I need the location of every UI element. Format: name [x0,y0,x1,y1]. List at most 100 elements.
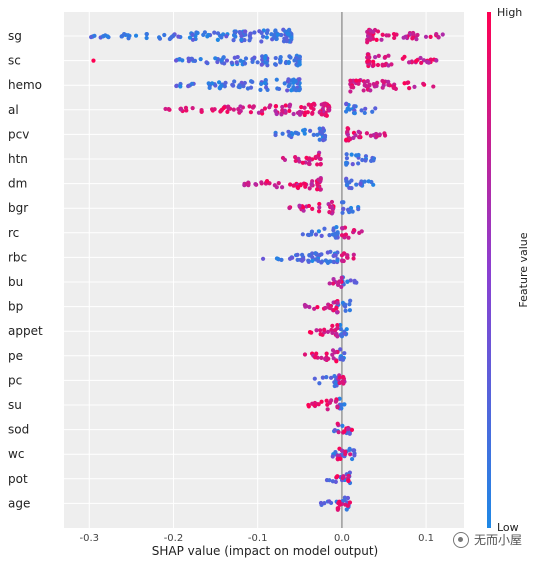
data-point-sc [421,58,426,63]
data-point-hemo [348,78,353,83]
data-point-sg [224,34,229,39]
data-point-pcv [374,134,379,139]
data-point-sod [335,421,340,426]
data-point-appet [322,327,327,332]
data-point-hemo [431,84,436,89]
data-point-sc [213,56,218,61]
data-point-rbc [313,257,318,262]
data-point-al [319,112,324,117]
data-point-rbc [319,260,324,265]
data-point-sg [403,34,408,39]
data-point-hemo [354,78,359,83]
data-point-pe [339,355,345,361]
data-point-appet [330,323,335,329]
data-point-bu [348,278,353,283]
data-point-al [273,108,278,113]
data-point-bgr [316,209,322,214]
data-point-dm [318,177,323,182]
watermark-text: 无而小屋 [473,533,522,547]
feature-label-sod: sod [8,423,29,437]
data-point-htn [300,160,305,165]
data-point-sc [189,56,195,61]
data-point-sc [383,54,388,60]
data-point-sc [286,60,291,66]
data-point-sc [380,63,385,68]
data-point-bu [331,277,336,282]
data-point-sg [89,34,94,40]
data-point-sc [373,54,378,60]
data-point-pcv [302,131,307,136]
data-point-sc [259,62,264,67]
data-point-rbc [317,252,323,258]
data-point-hemo [361,88,366,93]
data-point-sg [195,30,200,36]
data-point-hemo [368,88,373,93]
colorbar [487,12,491,528]
data-point-htn [349,152,354,157]
data-point-sg [264,35,269,40]
data-point-bu [345,279,350,284]
data-point-sc [262,56,268,61]
data-point-hemo [285,88,290,93]
data-point-htn [356,152,361,158]
data-point-bgr [356,207,361,212]
data-point-al [226,104,231,109]
data-point-rc [339,226,345,231]
data-point-hemo [232,79,237,84]
data-point-wc [339,448,345,453]
data-point-dm [274,185,279,190]
data-point-rc [332,232,337,237]
data-point-sg [392,35,397,41]
data-point-sg [248,31,253,37]
data-point-sg [414,37,419,42]
x-tick-label: 0.1 [418,533,434,544]
data-point-sg [275,32,280,37]
feature-label-pe: pe [8,349,23,363]
data-point-rbc [351,252,356,257]
data-point-sg [187,35,193,40]
data-point-hemo [421,81,426,86]
data-point-al [166,107,171,112]
data-point-sg [144,35,149,41]
data-point-pc [312,376,317,381]
data-point-hemo [375,80,380,86]
data-point-dm [276,181,281,186]
data-point-pcv [311,132,316,138]
data-point-dm [366,179,371,184]
data-point-hemo [245,86,251,91]
data-point-hemo [367,83,372,88]
data-point-sg [176,34,181,39]
data-point-sg [271,35,277,40]
data-point-rbc [325,250,330,255]
data-point-appet [307,330,313,335]
data-point-sg [440,32,445,37]
data-point-sg [239,37,244,42]
data-point-al [306,102,311,107]
data-point-bgr [341,200,346,205]
data-point-sg [384,33,389,38]
data-point-pc [339,380,345,385]
data-point-sg [219,35,224,40]
data-point-sc [186,56,191,61]
data-point-sg [391,31,397,37]
data-point-sg [190,37,196,42]
data-point-pot [330,479,335,484]
data-point-dm [354,182,359,187]
data-point-dm [298,183,303,188]
data-point-sc [273,55,278,61]
data-point-hemo [412,84,417,89]
data-point-bgr [327,210,332,215]
data-point-al [305,110,310,115]
data-point-sg [201,32,206,37]
data-point-hemo [282,81,287,86]
feature-label-rc: rc [8,226,19,240]
data-point-rbc [332,253,337,258]
data-point-hemo [293,79,298,84]
data-point-htn [344,152,349,157]
data-point-pe [332,350,338,355]
data-point-al [250,105,256,110]
x-tick-labels: -0.3 -0.2 -0.1 0.0 0.1 [80,533,435,544]
data-point-pcv [294,130,299,136]
data-point-bp [328,306,333,311]
data-point-sc [242,61,248,66]
